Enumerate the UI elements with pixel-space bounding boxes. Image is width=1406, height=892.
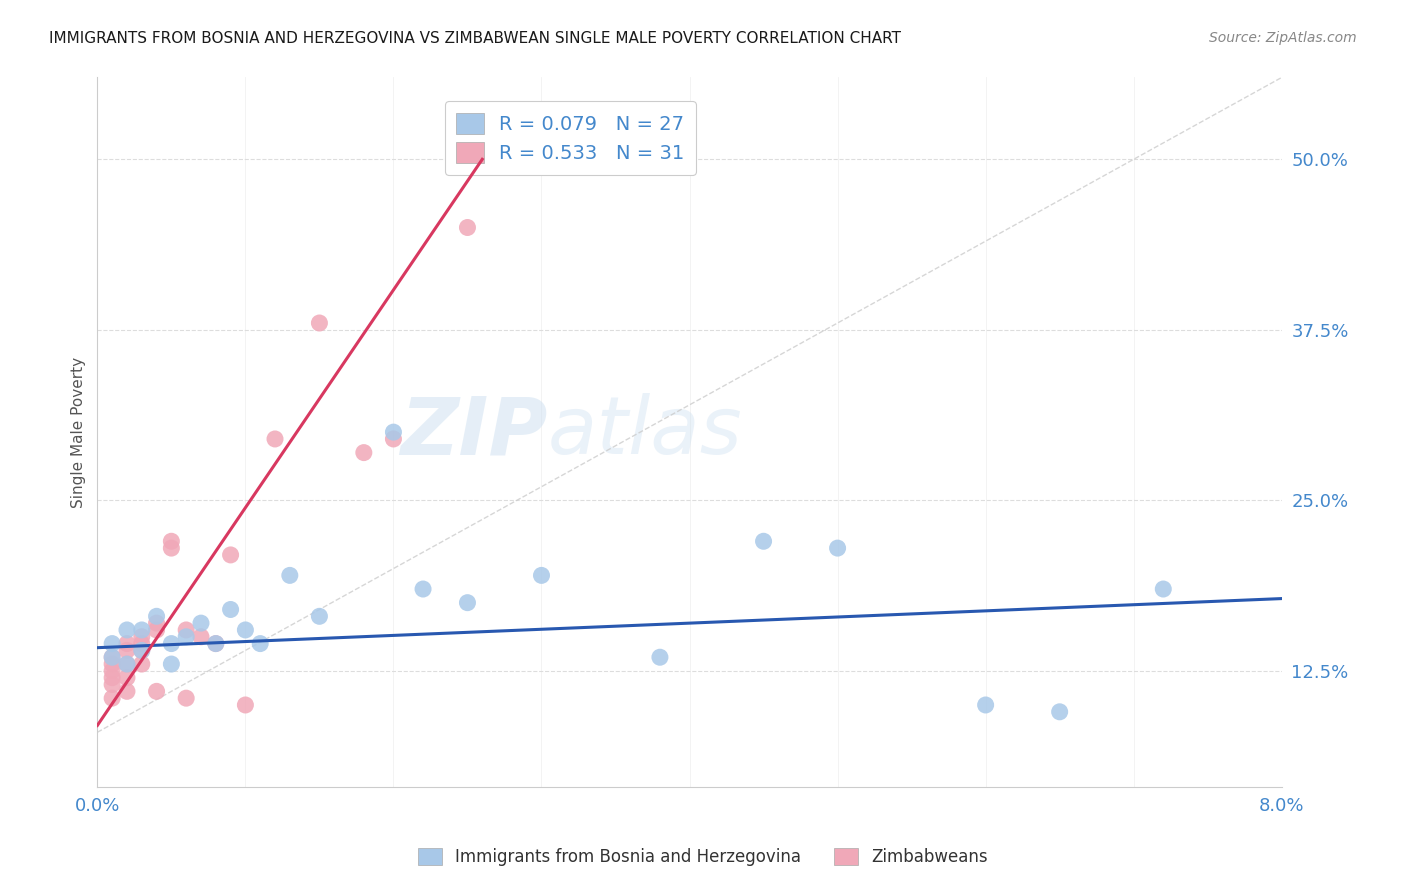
Point [115, 637, 138, 651]
Point [174, 623, 197, 637]
Text: Source: ZipAtlas.com: Source: ZipAtlas.com [1209, 31, 1357, 45]
Point [115, 657, 138, 671]
Point [115, 623, 138, 637]
Legend: Immigrants from Bosnia and Herzegovina, Zimbabweans: Immigrants from Bosnia and Herzegovina, … [412, 841, 994, 873]
Point [382, 425, 405, 439]
Point [131, 637, 153, 651]
Point [115, 671, 138, 685]
Point [382, 432, 405, 446]
Point [101, 650, 124, 665]
Point [145, 609, 167, 624]
Point [1152, 582, 1174, 596]
Point [456, 596, 478, 610]
Point [145, 623, 167, 637]
Point [974, 698, 997, 712]
Text: ZIP: ZIP [401, 393, 547, 471]
Point [456, 220, 478, 235]
Point [648, 650, 671, 665]
Legend: R = 0.079   N = 27, R = 0.533   N = 31: R = 0.079 N = 27, R = 0.533 N = 31 [444, 102, 696, 175]
Point [264, 432, 287, 446]
Point [101, 671, 124, 685]
Point [131, 657, 153, 671]
Point [115, 684, 138, 698]
Point [353, 445, 375, 459]
Point [235, 623, 257, 637]
Point [752, 534, 775, 549]
Point [131, 630, 153, 644]
Point [219, 602, 242, 616]
Point [190, 630, 212, 644]
Point [174, 691, 197, 706]
Point [131, 643, 153, 657]
Point [204, 637, 226, 651]
Point [278, 568, 301, 582]
Text: atlas: atlas [547, 393, 742, 471]
Point [160, 534, 183, 549]
Point [101, 650, 124, 665]
Point [412, 582, 434, 596]
Point [101, 637, 124, 651]
Point [145, 684, 167, 698]
Point [249, 637, 271, 651]
Point [204, 637, 226, 651]
Point [174, 630, 197, 644]
Point [219, 548, 242, 562]
Point [131, 643, 153, 657]
Point [131, 623, 153, 637]
Text: IMMIGRANTS FROM BOSNIA AND HERZEGOVINA VS ZIMBABWEAN SINGLE MALE POVERTY CORRELA: IMMIGRANTS FROM BOSNIA AND HERZEGOVINA V… [49, 31, 901, 46]
Point [101, 664, 124, 678]
Point [115, 643, 138, 657]
Point [145, 616, 167, 631]
Point [1049, 705, 1071, 719]
Point [827, 541, 849, 555]
Point [160, 541, 183, 555]
Point [308, 316, 330, 330]
Point [235, 698, 257, 712]
Point [115, 657, 138, 671]
Point [190, 616, 212, 631]
Point [101, 691, 124, 706]
Point [101, 677, 124, 691]
Point [160, 637, 183, 651]
Point [160, 657, 183, 671]
Point [101, 657, 124, 671]
Point [530, 568, 553, 582]
Y-axis label: Single Male Poverty: Single Male Poverty [72, 357, 86, 508]
Point [308, 609, 330, 624]
